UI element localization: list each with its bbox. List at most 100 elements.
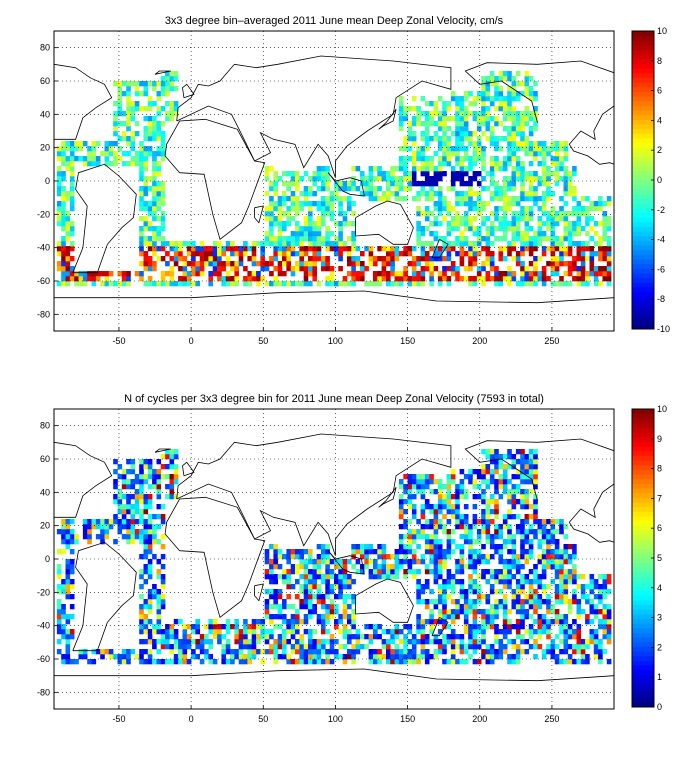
bin-cell [104, 281, 110, 287]
bin-cell [515, 469, 521, 475]
bin-cell [347, 201, 352, 207]
bin-cell [416, 479, 421, 485]
bin-cell [437, 559, 443, 565]
bin-cell [65, 191, 71, 197]
bin-cell [156, 604, 162, 610]
bin-cell [195, 639, 200, 645]
bin-cell [550, 161, 556, 167]
bin-cell [351, 221, 356, 227]
bin-cell [455, 559, 460, 565]
bin-cell [169, 281, 175, 287]
bin-cell [303, 246, 309, 252]
bin-cell [485, 96, 491, 102]
bin-cell [377, 276, 382, 282]
bin-cell [147, 121, 153, 127]
bin-cell [442, 484, 447, 490]
bin-cell [498, 494, 504, 500]
bin-cell [541, 276, 547, 282]
bin-cell [325, 574, 330, 580]
bin-cell [472, 569, 478, 575]
bin-cell [321, 186, 326, 192]
bin-cell [602, 251, 608, 257]
bin-cell [156, 459, 162, 465]
bin-cell [169, 111, 175, 117]
bin-cell [394, 624, 400, 630]
bin-cell [533, 156, 538, 162]
bin-cell [165, 474, 170, 480]
bin-cell [442, 649, 447, 655]
bin-cell [277, 231, 283, 237]
bin-cell [61, 614, 66, 620]
bin-cell [520, 191, 525, 197]
bin-cell [377, 649, 382, 655]
bin-cell [593, 241, 599, 247]
bin-cell [152, 524, 157, 530]
bin-cell [394, 166, 400, 172]
bin-cell [139, 629, 144, 635]
bin-cell [91, 161, 97, 167]
bin-cell [316, 649, 322, 655]
bin-cell [442, 584, 447, 590]
bin-cell [69, 564, 75, 570]
bin-cell [316, 236, 322, 242]
bin-cell [403, 574, 408, 580]
colorbar-step [632, 180, 654, 186]
bin-cell [455, 579, 460, 585]
bin-cell [472, 619, 478, 625]
bin-cell [567, 604, 573, 610]
bin-cell [598, 281, 603, 287]
bin-cell [433, 201, 439, 207]
bin-cell [143, 216, 149, 222]
bin-cell [295, 251, 300, 257]
bin-cell [559, 569, 564, 575]
bin-cell [598, 271, 603, 277]
bin-cell [420, 584, 426, 590]
bin-cell [303, 569, 309, 575]
bin-cell [217, 266, 222, 272]
bin-cell [368, 261, 374, 267]
bin-cell [524, 116, 530, 122]
bin-cell [61, 589, 66, 595]
bin-cell [533, 231, 538, 237]
bin-cell [528, 459, 534, 465]
bin-cell [139, 216, 144, 222]
bin-cell [472, 101, 478, 107]
bin-cell [160, 221, 166, 227]
bin-cell [511, 464, 517, 470]
bin-cell [411, 634, 417, 640]
bin-cell [191, 251, 196, 257]
bin-cell [546, 529, 551, 535]
bin-cell [429, 534, 434, 540]
coastline-5 [54, 668, 614, 682]
bin-cell [567, 241, 573, 247]
bin-cell [498, 484, 504, 490]
bin-cell [433, 251, 439, 257]
bin-cell [169, 479, 175, 485]
bin-cell [65, 639, 71, 645]
bin-cell [511, 146, 517, 152]
bin-cell [303, 594, 309, 600]
bin-cell [251, 241, 257, 247]
bin-cell [468, 266, 473, 272]
bin-cell [373, 629, 378, 635]
bin-cell [459, 564, 465, 570]
bin-cell [485, 509, 491, 515]
bin-cell [416, 281, 421, 287]
bin-cell [437, 494, 443, 500]
bin-cell [520, 116, 525, 122]
bin-cell [316, 186, 322, 192]
bin-cell [156, 609, 162, 615]
bin-cell [585, 654, 590, 660]
bin-cell [429, 554, 434, 560]
bin-cell [468, 559, 473, 565]
bin-cell [472, 659, 478, 665]
bin-cell [173, 659, 179, 665]
bin-cell [411, 509, 417, 515]
bin-cell [446, 221, 452, 227]
bin-cell [450, 584, 456, 590]
bin-cell [598, 644, 603, 650]
bin-cell [386, 276, 391, 282]
bin-cell [485, 116, 491, 122]
bin-cell [147, 659, 153, 665]
bin-cell [485, 654, 491, 660]
